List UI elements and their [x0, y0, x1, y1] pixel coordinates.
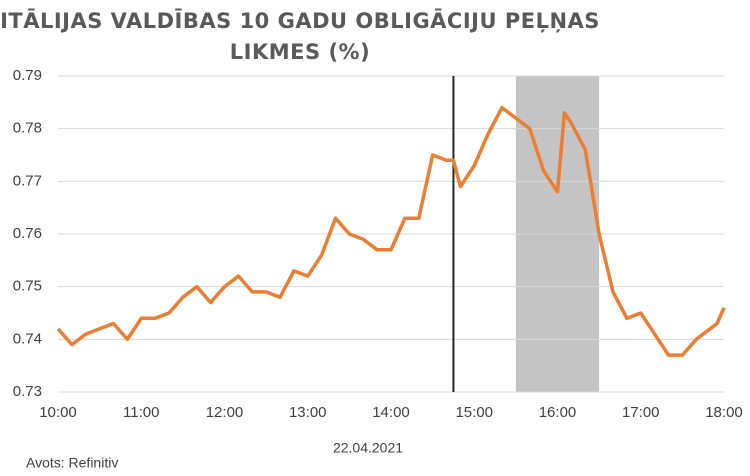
- x-tick-label: 16:00: [539, 404, 577, 421]
- x-tick-label: 13:00: [289, 404, 327, 421]
- source-note: Avots: Refinitiv: [26, 455, 118, 471]
- x-tick-label: 10:00: [39, 404, 77, 421]
- y-tick-label: 0.74: [13, 330, 42, 347]
- x-tick-label: 18:00: [705, 404, 743, 421]
- y-tick-label: 0.76: [13, 225, 42, 242]
- chart-title: ITĀLIJAS VALDĪBAS 10 GADU OBLIGĀCIJU PEĻ…: [0, 9, 600, 64]
- y-tick-label: 0.78: [13, 120, 42, 137]
- line: [56, 105, 726, 357]
- y-tick-label: 0.73: [13, 383, 42, 400]
- y-tick-label: 0.75: [13, 278, 42, 295]
- y-tick-label: 0.77: [13, 172, 42, 189]
- x-axis-label: 22.04.2021: [333, 440, 403, 456]
- x-tick-label: 17:00: [622, 404, 660, 421]
- x-tick-label: 11:00: [123, 404, 159, 421]
- x-tick-label: 15:00: [455, 404, 493, 421]
- x-tick-label: 14:00: [372, 404, 410, 421]
- x-tick-label: 12:00: [206, 404, 244, 421]
- y-tick-label: 0.79: [13, 67, 42, 84]
